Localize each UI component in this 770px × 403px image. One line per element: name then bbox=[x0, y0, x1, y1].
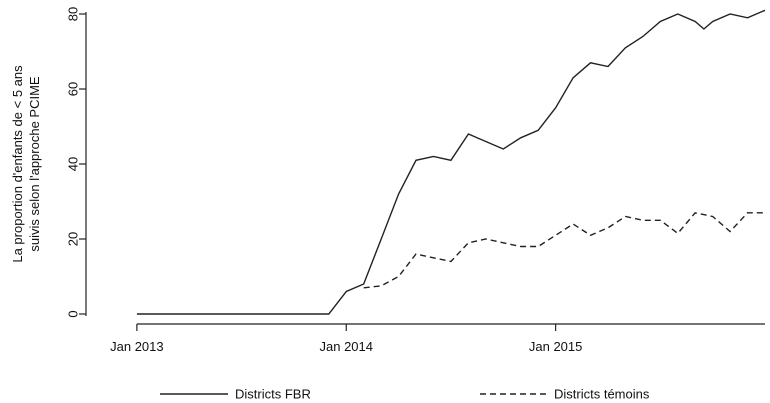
x-tick-label: Jan 2014 bbox=[320, 339, 374, 354]
axes: 0 20 40 60 80 Jan 2013 Jan 2014 Jan 2015 La prop… bbox=[10, 7, 765, 354]
y-tick-label: 40 bbox=[65, 157, 80, 171]
y-tick-label: 80 bbox=[65, 7, 80, 21]
series-line-temoins bbox=[363, 212, 765, 289]
y-tick-label: 60 bbox=[65, 82, 80, 96]
legend-label: Districts témoins bbox=[554, 387, 650, 402]
legend: Districts FBR Districts témoins bbox=[160, 387, 650, 402]
y-tick-label: 0 bbox=[65, 310, 80, 317]
series-line-fbr bbox=[136, 9, 766, 315]
y-axis-label-line: suivis selon l'approche PCIME bbox=[27, 76, 42, 251]
y-axis-label-line: La proportion d'enfants de < 5 ans bbox=[10, 65, 25, 263]
plot-area bbox=[136, 9, 766, 315]
legend-label: Districts FBR bbox=[235, 387, 311, 402]
y-axis-label: La proportion d'enfants de < 5 ans suivis… bbox=[10, 65, 42, 263]
x-tick-label: Jan 2015 bbox=[529, 339, 583, 354]
y-tick-label: 20 bbox=[65, 232, 80, 246]
x-tick-label: Jan 2013 bbox=[110, 339, 164, 354]
